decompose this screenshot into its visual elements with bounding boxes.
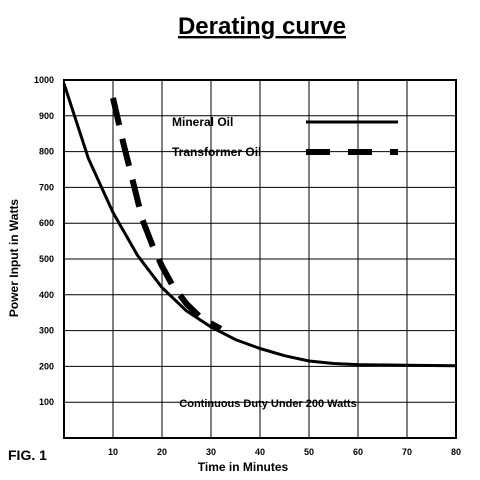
x-tick-labels: 10 20 30 40 50 60 70 80	[108, 447, 461, 457]
transformer-oil-line	[110, 97, 223, 332]
y-tick-label: 700	[39, 182, 54, 192]
y-tick-label: 800	[39, 147, 54, 157]
figure-label: FIG. 1	[8, 447, 47, 463]
y-tick-label: 400	[39, 290, 54, 300]
x-tick-label: 20	[157, 447, 167, 457]
y-tick-label: 900	[39, 111, 54, 121]
legend-label: Transformer Oil	[172, 145, 261, 159]
mineral-oil-line	[62, 83, 457, 368]
x-tick-label: 40	[255, 447, 265, 457]
y-tick-label: 200	[39, 361, 54, 371]
legend-label: Mineral Oil	[172, 115, 233, 129]
x-tick-label: 10	[108, 447, 118, 457]
chart-annotation: Continuous Duty Under 200 Watts	[179, 398, 356, 410]
chart-legend: Mineral Oil Transformer Oil	[172, 115, 398, 159]
x-tick-label: 70	[402, 447, 412, 457]
x-tick-label: 80	[451, 447, 461, 457]
y-tick-label: 500	[39, 254, 54, 264]
x-tick-label: 30	[206, 447, 216, 457]
y-tick-label: 100	[39, 397, 54, 407]
x-axis-label: Time in Minutes	[198, 460, 289, 474]
chart-series	[62, 83, 457, 368]
chart-title: Derating curve	[178, 13, 346, 40]
y-axis-label: Power Input in Watts	[7, 199, 21, 318]
x-tick-label: 60	[353, 447, 363, 457]
chart-grid	[63, 79, 457, 439]
y-tick-labels: 100 200 300 400 500 600 700 800 900 1000	[34, 75, 54, 407]
y-tick-label: 600	[39, 218, 54, 228]
x-tick-label: 50	[304, 447, 314, 457]
y-tick-label: 1000	[34, 75, 54, 85]
y-tick-label: 300	[39, 326, 54, 336]
